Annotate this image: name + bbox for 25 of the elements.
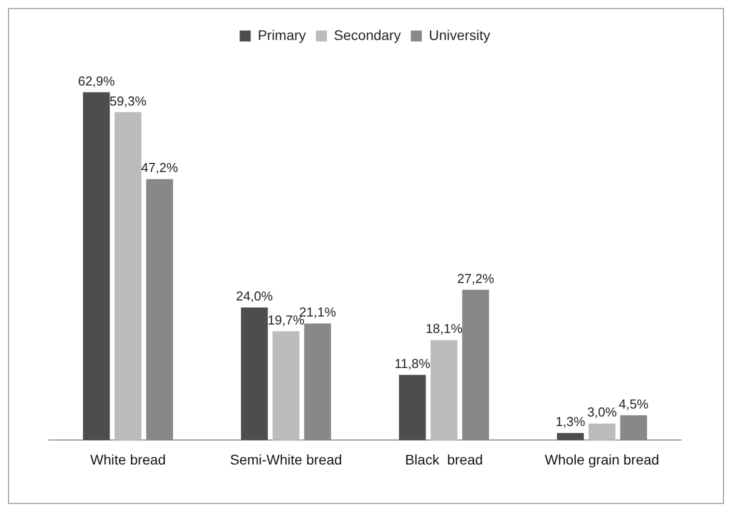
x-tick-label: White bread (90, 451, 166, 468)
data-label: 27,2% (457, 270, 494, 286)
bar (556, 433, 584, 440)
data-label: 11,8% (394, 356, 431, 372)
data-label: 18,1% (426, 321, 463, 336)
data-label: 59,3% (110, 93, 147, 108)
bar (588, 424, 616, 440)
x-tick-label: Black bread (405, 451, 483, 468)
bar (114, 112, 142, 440)
data-label: 1,3% (556, 414, 586, 430)
data-label: 3,0% (587, 404, 618, 420)
bar (240, 307, 268, 440)
legend-label: Primary (258, 26, 306, 43)
data-label: 24,0% (236, 288, 274, 304)
legend-label: Secondary (334, 26, 401, 43)
x-tick-label: Semi-White bread (230, 451, 342, 468)
data-label: 4,5% (618, 396, 649, 412)
data-label: 62,9% (78, 73, 116, 88)
bar (430, 340, 458, 440)
bar (398, 374, 426, 440)
bar (272, 331, 300, 440)
x-tick-label: Whole grain bread (544, 451, 660, 468)
legend-label: University (428, 26, 490, 43)
data-label: 47,2% (141, 160, 178, 176)
bar (82, 92, 110, 440)
